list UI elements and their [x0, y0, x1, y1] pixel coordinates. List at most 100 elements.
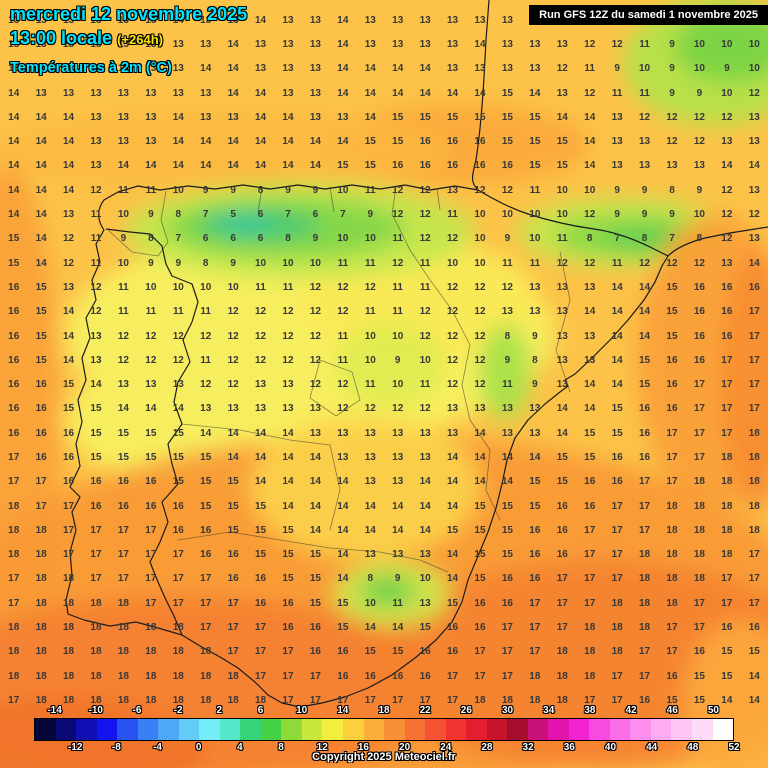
- temp-value: 17: [556, 573, 568, 585]
- temp-value: 12: [227, 379, 239, 391]
- temp-value: 17: [117, 524, 129, 536]
- temp-value: 8: [285, 233, 291, 245]
- temp-value: 18: [63, 670, 75, 682]
- temp-value: 18: [35, 646, 47, 658]
- temp-value: 16: [639, 403, 651, 415]
- temp-value: 9: [394, 573, 401, 585]
- temp-value: 15: [35, 354, 47, 366]
- temp-value: 14: [309, 524, 321, 536]
- temp-value: 17: [172, 573, 184, 585]
- temp-value: 18: [748, 476, 760, 488]
- temp-value: 16: [611, 476, 623, 488]
- temp-value: 8: [202, 257, 209, 269]
- temp-value: 17: [556, 622, 568, 634]
- temp-value: 16: [693, 306, 705, 318]
- temp-value: 11: [392, 306, 403, 318]
- temp-value: 12: [419, 306, 431, 318]
- temp-value: 12: [748, 87, 760, 99]
- temp-value: 16: [63, 451, 75, 463]
- temp-value: 16: [693, 330, 705, 342]
- temp-value: 12: [337, 379, 349, 391]
- temp-value: 16: [90, 500, 102, 512]
- temp-value: 14: [392, 500, 404, 512]
- scale-label: -14: [47, 705, 62, 716]
- temp-value: 18: [117, 597, 129, 609]
- temp-value: 12: [693, 257, 705, 269]
- temp-value: 14: [474, 427, 486, 439]
- temp-value: 13: [145, 14, 157, 26]
- temp-value: 13: [63, 14, 75, 26]
- coastline: [65, 0, 768, 708]
- scale-segment: [404, 719, 426, 740]
- temp-value: 8: [669, 184, 675, 196]
- temp-value: 13: [693, 160, 705, 172]
- scale-segment: [219, 719, 241, 740]
- temp-value: 12: [639, 257, 651, 269]
- temp-value: 14: [447, 476, 459, 488]
- temp-value: 17: [611, 524, 623, 536]
- temp-value: 12: [200, 379, 212, 391]
- temp-value: 13: [556, 330, 568, 342]
- temp-value: 16: [529, 549, 541, 561]
- temp-value: 13: [282, 63, 294, 75]
- temp-value: 14: [35, 184, 47, 196]
- temp-value: 6: [230, 233, 236, 245]
- temp-value: 13: [117, 14, 129, 26]
- temp-value: 13: [748, 184, 760, 196]
- temp-value: 9: [175, 257, 182, 269]
- temp-value: 16: [639, 694, 651, 706]
- scale-label: 50: [707, 705, 719, 716]
- scale-label: 40: [604, 742, 617, 753]
- temp-value: 13: [392, 549, 404, 561]
- temp-value: 17: [255, 646, 267, 658]
- temp-value: 17: [145, 549, 157, 561]
- temp-value: 14: [8, 209, 20, 221]
- temp-value: 14: [337, 476, 349, 488]
- temp-value: 15: [255, 500, 267, 512]
- temp-value: 15: [63, 379, 75, 391]
- temp-value: 13: [529, 38, 541, 50]
- temp-value: 17: [611, 573, 623, 585]
- variable-label: Températures à 2m (°C): [10, 60, 172, 76]
- temp-value: 17: [611, 694, 623, 706]
- temp-value: 16: [337, 670, 349, 682]
- temp-value: 14: [364, 111, 376, 123]
- temp-value: 14: [309, 500, 321, 512]
- temp-value: 13: [35, 38, 47, 50]
- temp-value: 18: [584, 622, 596, 634]
- temp-value: 15: [639, 379, 651, 391]
- temp-value: 10: [172, 184, 184, 196]
- temp-value: 14: [255, 87, 267, 99]
- temp-value: 9: [312, 184, 319, 196]
- temp-value: 14: [474, 87, 486, 99]
- temp-value: 17: [227, 597, 239, 609]
- temp-value: 9: [669, 63, 675, 75]
- temp-value: 13: [309, 427, 321, 439]
- temp-value: 17: [63, 500, 75, 512]
- forecast-date: mercredi 12 novembre 2025: [10, 4, 248, 24]
- temp-value: 13: [529, 427, 541, 439]
- temp-value: 18: [8, 670, 20, 682]
- temp-value: 13: [364, 14, 376, 26]
- temp-value: 13: [90, 160, 102, 172]
- temp-value: 12: [501, 281, 513, 293]
- temp-value: 17: [748, 597, 760, 609]
- temp-value: 18: [172, 670, 184, 682]
- temp-value: 17: [63, 524, 75, 536]
- temp-value: 9: [532, 379, 538, 391]
- temp-value: 12: [419, 403, 431, 415]
- temp-value: 18: [172, 646, 184, 658]
- temp-value: 14: [392, 87, 404, 99]
- temp-value: 13: [556, 87, 568, 99]
- temp-value: 16: [529, 573, 541, 585]
- temp-value: 10: [337, 184, 349, 196]
- temp-value: 15: [172, 476, 184, 488]
- temp-value: 14: [309, 451, 321, 463]
- temp-value: 18: [145, 622, 157, 634]
- temp-value: 18: [611, 646, 623, 658]
- temp-value: 17: [584, 597, 596, 609]
- temp-value: 14: [364, 87, 376, 99]
- temp-value: 16: [693, 354, 705, 366]
- temp-value: 14: [364, 63, 376, 75]
